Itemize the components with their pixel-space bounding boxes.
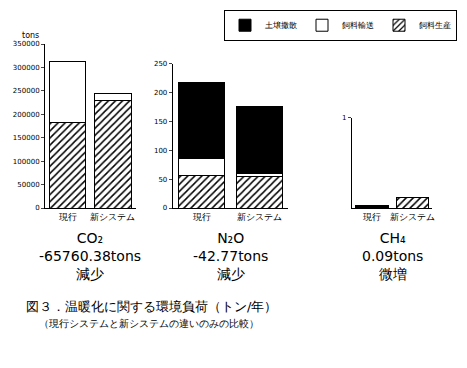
svg-text:（現行システムと新システムの違いのみの比較）: （現行システムと新システムの違いのみの比較） [39, 318, 259, 329]
svg-text:土壌撒散: 土壌撒散 [265, 21, 297, 30]
svg-text:図３．温暖化に関する環境負荷（トン/年）: 図３．温暖化に関する環境負荷（トン/年） [26, 299, 277, 314]
svg-text:N₂O-42.77tons減少: N₂O-42.77tons減少 [193, 230, 268, 282]
svg-text:100: 100 [154, 147, 167, 155]
svg-text:50000: 50000 [17, 181, 39, 189]
svg-text:150000: 150000 [13, 134, 40, 142]
svg-text:新システム: 新システム [90, 212, 135, 222]
svg-text:50: 50 [158, 176, 167, 184]
svg-text:現行: 現行 [363, 212, 381, 222]
svg-text:飼料生産: 飼料生産 [419, 21, 451, 30]
svg-text:新システム: 新システム [390, 212, 435, 222]
svg-text:250: 250 [154, 60, 167, 68]
svg-text:0: 0 [163, 204, 167, 212]
svg-text:0: 0 [35, 204, 39, 212]
svg-text:飼料輸送: 飼料輸送 [342, 21, 374, 30]
svg-text:200000: 200000 [13, 111, 40, 119]
svg-text:100000: 100000 [13, 158, 40, 166]
svg-text:CO₂-65760.38tons減少: CO₂-65760.38tons減少 [39, 230, 141, 282]
svg-text:200: 200 [154, 89, 167, 97]
svg-text:現行: 現行 [193, 212, 211, 222]
svg-text:300000: 300000 [13, 64, 40, 72]
svg-text:1: 1 [342, 114, 346, 122]
svg-text:150: 150 [154, 118, 167, 126]
svg-text:CH₄0.09tons微増: CH₄0.09tons微増 [362, 230, 423, 282]
svg-text:250000: 250000 [13, 87, 40, 95]
svg-text:350000: 350000 [13, 40, 40, 48]
svg-text:tons: tons [22, 31, 39, 40]
svg-text:現行: 現行 [59, 212, 77, 222]
svg-text:新システム: 新システム [237, 212, 282, 222]
